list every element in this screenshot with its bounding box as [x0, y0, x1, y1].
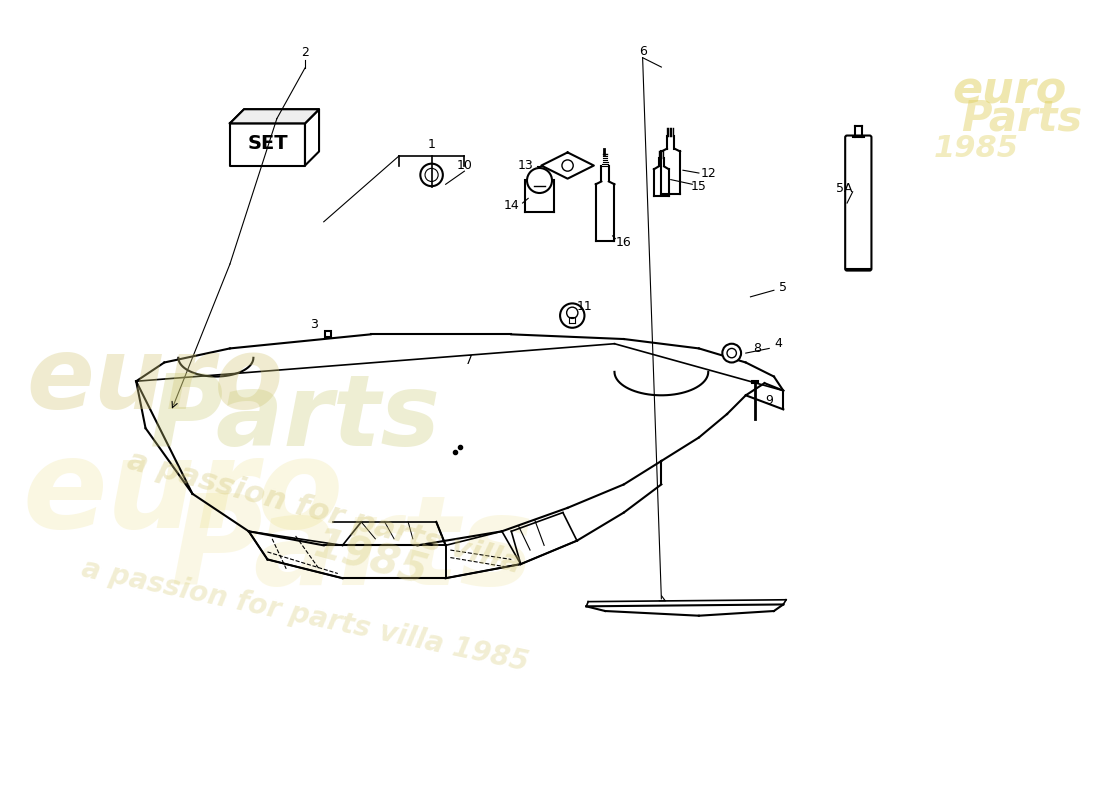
Text: 15: 15	[691, 180, 707, 193]
Text: euro: euro	[26, 333, 284, 430]
Text: 1985: 1985	[933, 134, 1019, 163]
Text: 1985: 1985	[309, 524, 432, 594]
Text: 14: 14	[504, 199, 519, 212]
Text: 10: 10	[456, 159, 472, 172]
Text: 5: 5	[779, 281, 788, 294]
Circle shape	[723, 344, 741, 362]
Text: 8: 8	[754, 342, 761, 355]
Text: euro: euro	[953, 69, 1067, 112]
Text: 6: 6	[639, 45, 647, 58]
Circle shape	[727, 349, 736, 358]
Text: Parts: Parts	[961, 98, 1082, 140]
FancyBboxPatch shape	[845, 135, 871, 270]
Text: 5A: 5A	[836, 182, 852, 195]
Text: 2: 2	[301, 46, 309, 59]
Text: 16: 16	[616, 236, 631, 249]
Text: 1: 1	[428, 138, 436, 151]
Polygon shape	[230, 110, 319, 123]
Text: 9: 9	[766, 394, 773, 406]
Text: euro: euro	[22, 434, 343, 554]
Text: 12: 12	[701, 166, 716, 179]
Text: 7: 7	[465, 354, 473, 367]
Text: a passion for parts villa 1985: a passion for parts villa 1985	[79, 554, 531, 677]
Text: SET: SET	[248, 134, 288, 154]
Text: 13: 13	[517, 159, 534, 172]
Text: a passion for parts villa: a passion for parts villa	[123, 446, 524, 579]
Text: Parts: Parts	[150, 370, 441, 467]
Text: 11: 11	[576, 300, 592, 313]
Text: Parts: Parts	[170, 490, 534, 610]
Text: 4: 4	[774, 338, 782, 350]
Text: 3: 3	[310, 318, 318, 331]
